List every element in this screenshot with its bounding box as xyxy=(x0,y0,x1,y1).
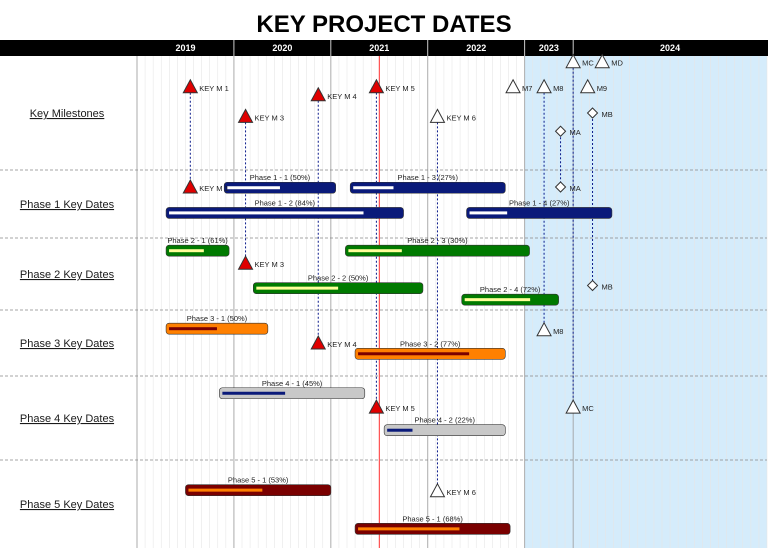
bar-label: Phase 1 - 2 (84%) xyxy=(255,198,316,207)
milestone-triangle xyxy=(565,399,581,414)
task-bar xyxy=(253,282,424,294)
milestone-triangle xyxy=(310,334,327,350)
milestone-triangle xyxy=(565,53,581,69)
milestone-label: KEY M 4 xyxy=(327,92,356,101)
task-bar xyxy=(466,207,613,219)
year-label: 2020 xyxy=(272,43,292,53)
milestone-label: MB xyxy=(602,110,613,119)
milestone-label: KEY M 6 xyxy=(446,113,475,122)
task-progress xyxy=(169,327,217,331)
task-progress xyxy=(353,186,394,190)
milestone-triangle xyxy=(368,78,385,94)
milestone-label: MC xyxy=(582,59,594,68)
row-label: Phase 1 Key Dates xyxy=(20,199,115,211)
milestone-label: KEY M 3 xyxy=(255,113,284,122)
task-progress xyxy=(358,527,460,531)
milestone-diamond xyxy=(554,125,567,137)
milestone-label: KEY M 5 xyxy=(385,404,414,413)
milestone-label: MC xyxy=(582,404,594,413)
bar-label: Phase 3 - 2 (77%) xyxy=(400,339,461,348)
task-bar xyxy=(349,181,506,194)
task-bar xyxy=(219,387,366,400)
bar-label: Phase 2 - 4 (72%) xyxy=(480,285,541,294)
bar-label: Phase 4 - 1 (45%) xyxy=(262,379,323,388)
milestone-label: KEY M 1 xyxy=(199,84,228,93)
milestone-triangle xyxy=(505,78,521,94)
milestone-triangle xyxy=(237,255,254,270)
task-progress xyxy=(188,488,263,492)
task-progress xyxy=(358,352,470,356)
milestone-diamond xyxy=(586,107,599,119)
milestone-label: MB xyxy=(602,283,613,292)
milestone-label: MA xyxy=(570,128,581,137)
milestone-triangle xyxy=(237,108,254,123)
milestone-label: M8 xyxy=(553,327,563,336)
row-label: Key Milestones xyxy=(30,108,105,120)
year-label: 2024 xyxy=(660,43,680,53)
task-bar xyxy=(383,424,506,437)
bar-label: Phase 1 - 3 (27%) xyxy=(398,173,459,182)
row-label: Phase 4 Key Dates xyxy=(20,413,115,425)
milestone-label: KEY M 6 xyxy=(446,488,475,497)
bar-label: Phase 2 - 3 (30%) xyxy=(407,236,468,245)
milestone-triangle xyxy=(594,53,611,69)
bar-label: Phase 2 - 1 (61%) xyxy=(167,236,228,245)
milestone-label: KEY M 3 xyxy=(255,260,284,269)
milestone-label: MA xyxy=(570,184,581,193)
year-label: 2022 xyxy=(466,43,486,53)
bar-label: Phase 5 - 1 (68%) xyxy=(402,514,463,523)
bar-label: Phase 1 - 1 (50%) xyxy=(250,173,311,182)
row-label: Phase 2 Key Dates xyxy=(20,269,115,281)
milestone-diamond xyxy=(586,279,599,292)
task-progress xyxy=(169,211,364,215)
milestone-triangle xyxy=(429,482,446,498)
year-header xyxy=(0,40,768,56)
task-progress xyxy=(222,391,286,395)
row-label: Phase 3 Key Dates xyxy=(20,338,115,350)
year-label: 2023 xyxy=(539,43,559,53)
bar-label: Phase 2 - 2 (50%) xyxy=(308,274,369,283)
bar-label: Phase 1 - 4 (27%) xyxy=(509,198,570,207)
year-label: 2019 xyxy=(175,43,195,53)
milestone-triangle xyxy=(579,78,596,94)
task-progress xyxy=(387,428,413,432)
milestone-triangle xyxy=(310,86,327,102)
milestone-triangle xyxy=(182,78,199,94)
bar-label: Phase 4 - 2 (22%) xyxy=(415,416,476,425)
milestone-label: KEY M 4 xyxy=(327,340,356,349)
task-progress xyxy=(464,298,531,302)
task-progress xyxy=(256,286,339,290)
milestone-triangle xyxy=(368,399,385,414)
task-progress xyxy=(469,211,508,215)
task-progress xyxy=(348,249,402,253)
milestone-triangle xyxy=(182,178,199,194)
bar-label: Phase 5 - 1 (53%) xyxy=(228,476,289,485)
milestone-label: KEY M 5 xyxy=(385,84,414,93)
milestone-label: MD xyxy=(611,59,623,68)
task-bar xyxy=(345,244,530,257)
bar-label: Phase 3 - 1 (50%) xyxy=(187,314,248,323)
milestone-label: M9 xyxy=(597,84,607,93)
milestone-label: M8 xyxy=(553,84,563,93)
milestone-label: KEY M 1 xyxy=(199,184,228,193)
task-progress xyxy=(169,249,204,253)
chart-title: KEY PROJECT DATES xyxy=(256,11,511,38)
milestone-triangle xyxy=(536,78,552,94)
milestone-triangle xyxy=(429,108,446,123)
row-label: Phase 5 Key Dates xyxy=(20,499,115,511)
year-label: 2021 xyxy=(369,43,389,53)
milestone-label: M7 xyxy=(522,84,532,93)
milestone-diamond xyxy=(554,181,567,193)
milestone-triangle xyxy=(536,321,552,337)
task-progress xyxy=(227,186,280,190)
